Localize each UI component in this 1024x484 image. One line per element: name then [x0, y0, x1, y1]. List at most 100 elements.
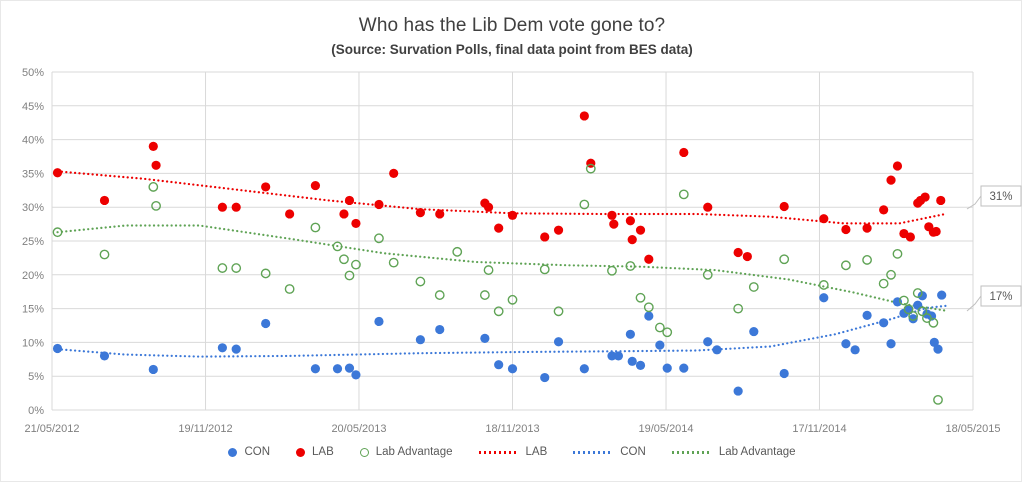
data-point: [310, 364, 321, 374]
legend-dotted-line-icon: [478, 450, 519, 454]
data-point: [655, 340, 665, 350]
data-point: [415, 335, 425, 345]
callout-box: [980, 185, 1022, 207]
data-point: [351, 218, 361, 229]
data-point: [99, 195, 110, 206]
data-point: [749, 326, 759, 337]
data-point: [679, 147, 689, 158]
data-point: [841, 260, 851, 271]
y-axis-tick-label: 15%: [22, 304, 44, 316]
con-final-callout: 17%: [989, 291, 1012, 303]
data-point: [886, 339, 896, 349]
data-point: [217, 263, 228, 273]
trendline-con: [56, 304, 947, 358]
data-point: [733, 247, 743, 258]
data-point: [310, 222, 321, 233]
data-point: [917, 306, 928, 317]
data-point: [339, 209, 349, 219]
data-point: [678, 189, 689, 200]
data-point: [742, 251, 752, 262]
data-point: [52, 343, 63, 354]
legend-item[interactable]: LAB: [478, 446, 547, 458]
data-point: [607, 210, 617, 220]
trendline-lab-advantage: [56, 224, 947, 312]
x-axis-tick-label: 18/05/2015: [945, 423, 1000, 435]
data-point: [912, 288, 923, 298]
data-point: [344, 195, 355, 206]
data-point: [679, 363, 689, 373]
data-point: [654, 322, 665, 333]
data-point: [841, 339, 851, 349]
data-point: [217, 202, 227, 212]
data-point: [452, 246, 463, 257]
y-axis-tick-label: 40%: [22, 135, 44, 147]
y-axis-tick-label: 25%: [22, 236, 44, 248]
data-point: [351, 370, 361, 380]
data-point: [344, 270, 355, 281]
data-point: [625, 216, 635, 226]
series-lab: [52, 111, 946, 264]
data-point: [662, 363, 672, 373]
legend-filled-dot-icon: [296, 447, 305, 457]
data-point: [507, 294, 518, 305]
data-point: [494, 223, 504, 233]
data-point: [579, 199, 590, 210]
data-point: [662, 327, 673, 338]
legend-label: Lab Advantage: [375, 446, 453, 458]
data-point: [435, 324, 445, 335]
legend-item[interactable]: Lab Advantage: [671, 446, 796, 458]
data-point: [389, 168, 399, 178]
data-point: [862, 255, 872, 265]
data-point: [928, 317, 939, 328]
data-point: [579, 111, 589, 121]
data-point: [231, 344, 241, 354]
series-lab-advantage: [52, 163, 943, 405]
legend-label: CON: [620, 446, 646, 458]
data-point: [733, 303, 744, 314]
data-point: [878, 278, 889, 289]
legend-dotted-line-icon: [671, 450, 712, 454]
legend-item[interactable]: CON: [573, 446, 646, 458]
x-axis-tick-label: 21/05/2012: [24, 423, 79, 435]
lab-final-callout: 31%: [989, 191, 1012, 203]
legend-item[interactable]: Lab Advantage: [359, 446, 453, 458]
data-point: [579, 364, 589, 374]
y-axis-tick-label: 10%: [22, 337, 44, 349]
data-point: [374, 199, 384, 210]
data-point: [231, 263, 242, 273]
y-axis-tick-label: 50%: [22, 67, 44, 79]
data-point: [850, 345, 860, 355]
data-point: [929, 337, 939, 347]
y-axis-tick-label: 35%: [22, 168, 44, 180]
data-point: [879, 205, 889, 215]
data-point: [879, 318, 889, 328]
series-con: [52, 290, 947, 396]
chart-legend: CON LAB Lab Advantage LAB CON Lab Advantage: [1, 446, 1023, 458]
data-point: [748, 282, 759, 292]
data-point: [627, 235, 637, 245]
data-point: [52, 227, 63, 238]
data-point: [148, 364, 158, 375]
legend-item[interactable]: CON: [228, 446, 270, 458]
data-point: [607, 351, 617, 361]
data-point: [908, 311, 919, 321]
legend-label: LAB: [312, 446, 334, 458]
data-point: [841, 224, 851, 235]
data-point: [644, 311, 654, 321]
data-point: [435, 209, 445, 219]
callout-leader-line: [966, 295, 982, 312]
y-axis-tick-label: 45%: [22, 101, 44, 113]
data-point: [908, 314, 918, 324]
data-point: [151, 160, 161, 170]
data-point: [507, 364, 518, 374]
data-point: [585, 163, 596, 174]
data-point: [310, 180, 321, 191]
data-point: [779, 254, 790, 265]
data-point: [609, 219, 619, 229]
legend-item[interactable]: LAB: [296, 446, 334, 458]
data-point: [607, 265, 617, 276]
data-point: [892, 161, 903, 171]
legend-dotted-line-icon: [573, 450, 614, 454]
data-point: [285, 209, 295, 219]
